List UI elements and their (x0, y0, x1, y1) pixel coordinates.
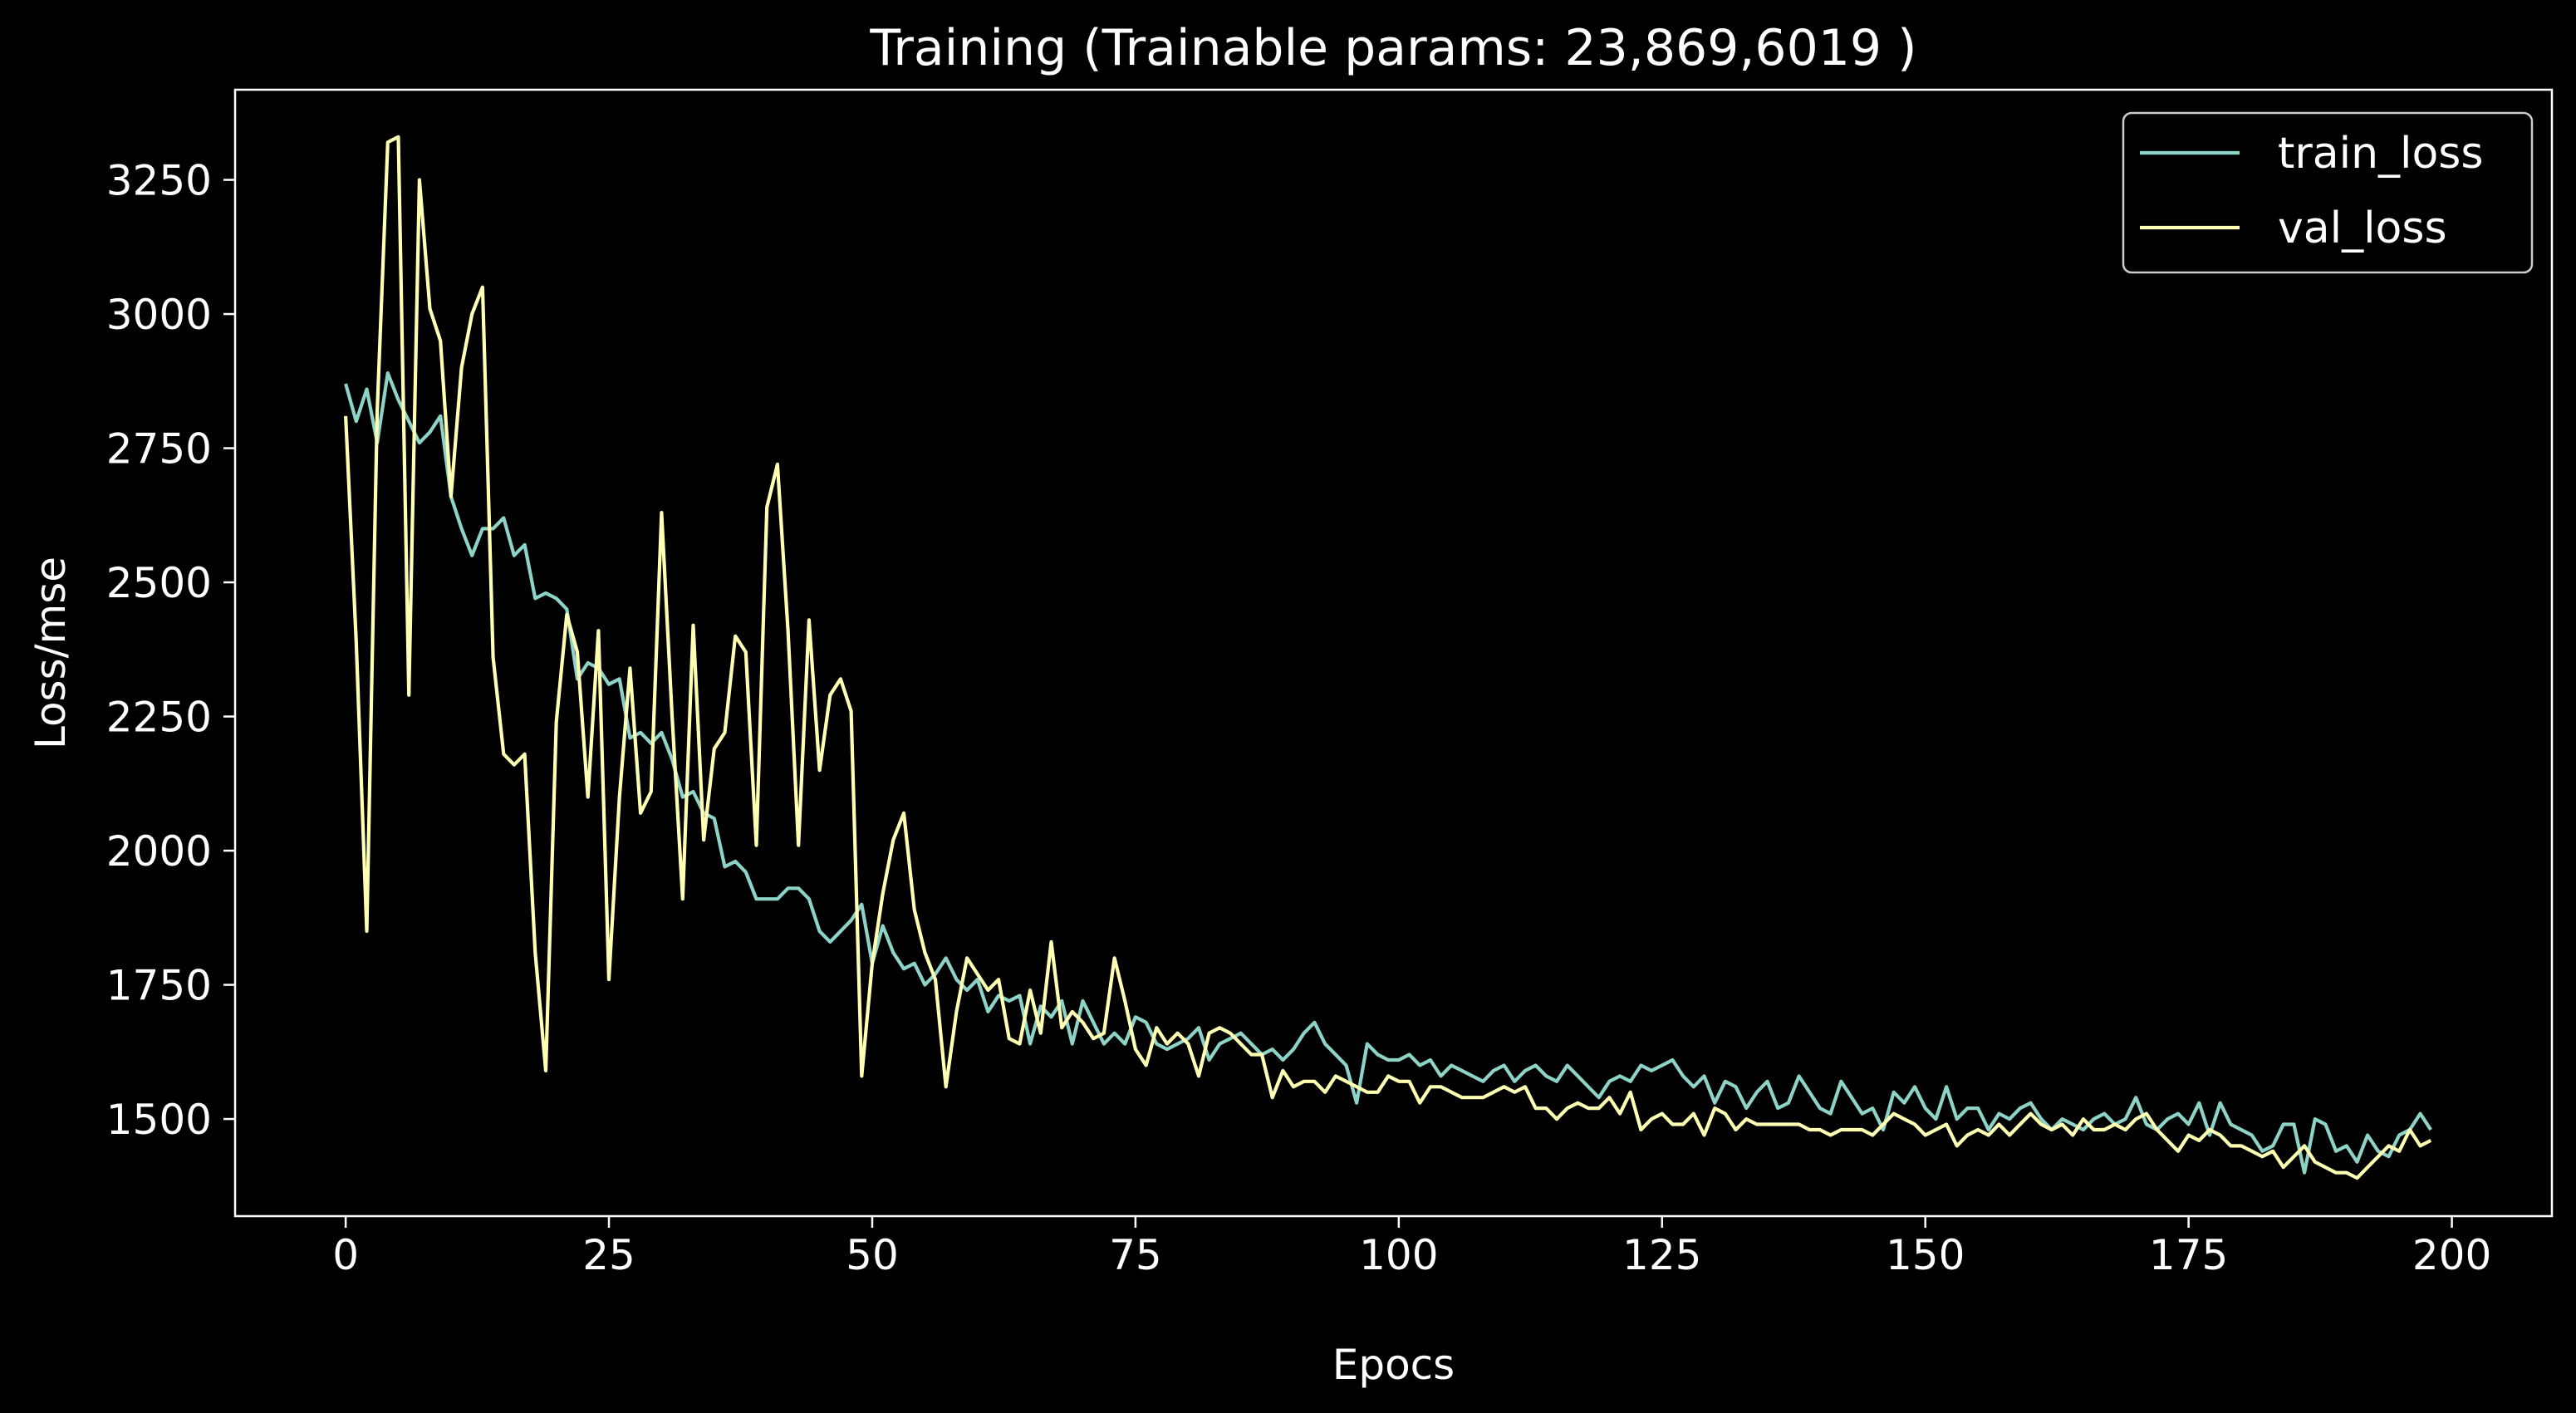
x-tick-label: 200 (2412, 1231, 2491, 1279)
legend-label-train-loss: train_loss (2278, 129, 2483, 179)
x-axis-ticks: 0 25 50 75 100 125 150 175 200 (332, 1216, 2491, 1279)
x-tick-label: 125 (1622, 1231, 1701, 1279)
series-line-train-loss (344, 371, 2432, 1175)
y-axis-label: Loss/mse (27, 557, 75, 749)
y-tick-label: 1500 (106, 1096, 212, 1144)
y-tick-label: 3000 (106, 291, 212, 339)
plot-frame (233, 88, 2554, 1218)
x-axis-label: Epocs (1332, 1341, 1455, 1389)
x-tick-label: 150 (1886, 1231, 1965, 1279)
x-tick-label: 100 (1359, 1231, 1438, 1279)
x-tick-label: 75 (1109, 1231, 1162, 1279)
y-tick-label: 2250 (106, 694, 212, 742)
y-tick-label: 2500 (106, 559, 212, 607)
plot-lines (344, 135, 2432, 1180)
chart-title: Training (Trainable params: 23,869,6019 … (869, 19, 1916, 77)
series-line-val-loss (344, 135, 2432, 1180)
x-tick-label: 175 (2149, 1231, 2228, 1279)
x-tick-label: 25 (582, 1231, 635, 1279)
y-tick-label: 3250 (106, 157, 212, 205)
y-tick-label: 2750 (106, 425, 212, 473)
y-tick-label: 1750 (106, 962, 212, 1010)
x-tick-label: 0 (332, 1231, 359, 1279)
y-axis-ticks: 1500 1750 2000 2250 2500 2750 3000 3250 (106, 157, 235, 1144)
legend: train_loss val_loss (2122, 111, 2534, 274)
y-tick-label: 2000 (106, 827, 212, 876)
x-tick-label: 50 (846, 1231, 899, 1279)
legend-label-val-loss: val_loss (2278, 204, 2447, 253)
